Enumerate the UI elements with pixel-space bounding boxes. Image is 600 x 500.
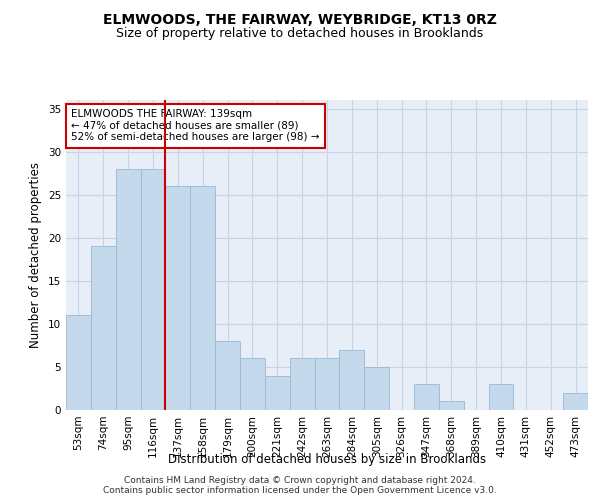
Bar bbox=[290, 358, 314, 410]
Y-axis label: Number of detached properties: Number of detached properties bbox=[29, 162, 43, 348]
Bar bbox=[240, 358, 265, 410]
Text: Size of property relative to detached houses in Brooklands: Size of property relative to detached ho… bbox=[116, 28, 484, 40]
Bar bbox=[364, 367, 389, 410]
Text: Contains HM Land Registry data © Crown copyright and database right 2024.: Contains HM Land Registry data © Crown c… bbox=[124, 476, 476, 485]
Bar bbox=[563, 393, 588, 410]
Bar bbox=[439, 402, 464, 410]
Bar bbox=[488, 384, 514, 410]
Text: Distribution of detached houses by size in Brooklands: Distribution of detached houses by size … bbox=[168, 452, 486, 466]
Bar bbox=[215, 341, 240, 410]
Bar bbox=[265, 376, 290, 410]
Bar bbox=[190, 186, 215, 410]
Bar bbox=[116, 169, 140, 410]
Bar bbox=[340, 350, 364, 410]
Bar bbox=[66, 316, 91, 410]
Bar bbox=[314, 358, 340, 410]
Text: Contains public sector information licensed under the Open Government Licence v3: Contains public sector information licen… bbox=[103, 486, 497, 495]
Bar bbox=[140, 169, 166, 410]
Text: ELMWOODS, THE FAIRWAY, WEYBRIDGE, KT13 0RZ: ELMWOODS, THE FAIRWAY, WEYBRIDGE, KT13 0… bbox=[103, 12, 497, 26]
Bar bbox=[166, 186, 190, 410]
Bar bbox=[414, 384, 439, 410]
Text: ELMWOODS THE FAIRWAY: 139sqm
← 47% of detached houses are smaller (89)
52% of se: ELMWOODS THE FAIRWAY: 139sqm ← 47% of de… bbox=[71, 110, 320, 142]
Bar bbox=[91, 246, 116, 410]
